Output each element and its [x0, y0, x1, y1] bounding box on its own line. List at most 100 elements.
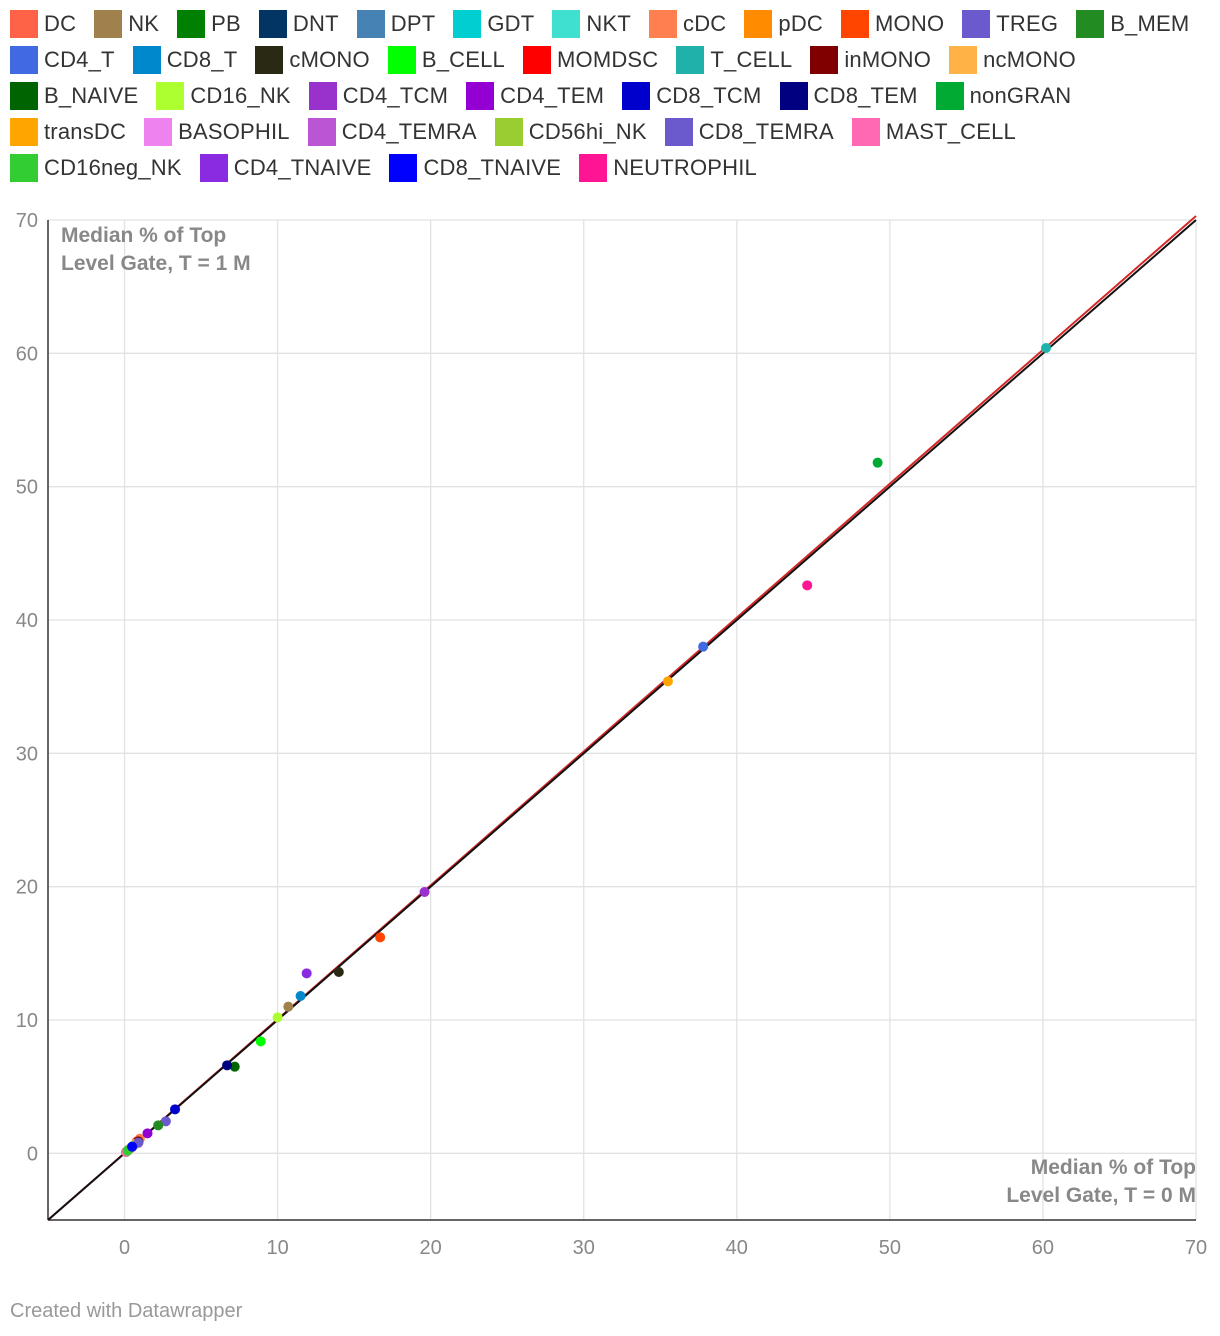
legend-swatch	[132, 46, 161, 74]
data-point-b-mem	[153, 1120, 164, 1131]
y-axis-title: Level Gate, T = 1 M	[61, 252, 251, 275]
chart-legend: DC NK PB DNT DPT GDT NKT cDC pDC MONO TREG B_MEM CD4…	[10, 10, 1215, 182]
legend-item-pb: PB	[177, 10, 241, 38]
y-tick-label: 70	[16, 210, 38, 232]
legend-swatch	[308, 82, 337, 110]
legend-swatch	[676, 46, 705, 74]
legend-swatch	[255, 46, 284, 74]
x-tick-label: 30	[573, 1237, 595, 1259]
legend-item-inmono: inMONO	[810, 46, 931, 74]
legend-swatch	[851, 118, 880, 146]
legend-label: CD8_TEM	[813, 83, 918, 108]
legend-item-b-naive: B_NAIVE	[10, 82, 138, 110]
data-point-cmono	[333, 967, 344, 977]
legend-item-dc: DC	[10, 10, 76, 38]
legend-item-cdc: cDC	[649, 10, 726, 38]
legend-label: CD4_TNAIVE	[233, 155, 372, 180]
legend-swatch	[579, 154, 608, 182]
data-point-nk	[283, 1001, 294, 1012]
legend-item-b-cell: B_CELL	[387, 46, 505, 74]
legend-swatch	[258, 10, 287, 38]
legend-swatch	[10, 10, 38, 38]
legend-item-cd8-tcm: CD8_TCM	[622, 82, 761, 110]
legend-swatch	[1076, 10, 1105, 38]
x-axis-title: Level Gate, T = 0 M	[1006, 1184, 1196, 1207]
legend-item-cd56hi-nk: CD56hi_NK	[494, 118, 647, 146]
legend-item-mast-cell: MAST_CELL	[851, 118, 1016, 146]
legend-swatch	[935, 82, 964, 110]
x-tick-label: 40	[726, 1237, 748, 1259]
data-point-cd16-nk	[272, 1012, 283, 1023]
legend-swatch	[779, 82, 808, 110]
legend-label: CD8_TEMRA	[698, 119, 834, 144]
legend-label: CD4_T	[44, 47, 115, 72]
legend-label: CD16neg_NK	[44, 155, 182, 180]
legend-item-cd8-tnaive: CD8_TNAIVE	[389, 154, 561, 182]
legend-item-cd4-tcm: CD4_TCM	[308, 82, 448, 110]
legend-item-mono: MONO	[841, 10, 944, 38]
legend-label: MONO	[875, 11, 945, 36]
legend-label: GDT	[487, 11, 535, 36]
legend-item-dpt: DPT	[356, 10, 436, 38]
y-tick-label: 0	[27, 1143, 38, 1165]
legend-swatch	[494, 118, 523, 146]
y-tick-label: 20	[16, 877, 38, 899]
x-tick-label: 70	[1185, 1237, 1207, 1259]
legend-label: DNT	[292, 11, 339, 36]
legend-label: NKT	[586, 11, 631, 36]
y-tick-label: 40	[16, 610, 38, 632]
legend-swatch	[744, 10, 773, 38]
data-point-t-cell	[1040, 343, 1051, 353]
legend-swatch	[389, 154, 418, 182]
legend-swatch	[522, 46, 551, 74]
legend-label: CD8_TCM	[656, 83, 762, 108]
legend-swatch	[622, 82, 651, 110]
data-point-cd4-tnaive	[301, 968, 312, 979]
identity-line	[47, 219, 1197, 1221]
legend-label: NK	[128, 11, 160, 36]
scatter-chart: 0 10 20 30 40 50 60 70 0 10 20 30 40 50 60 70 Median % o…	[16, 210, 1207, 1259]
legend-swatch	[387, 46, 416, 74]
legend-item-cd4-t: CD4_T	[10, 46, 115, 74]
legend-label: CD16_NK	[190, 83, 291, 108]
legend-label: CD8_T	[166, 47, 238, 72]
legend-item-dnt: DNT	[258, 10, 339, 38]
legend-swatch	[453, 10, 482, 38]
legend-label: B_CELL	[421, 47, 505, 72]
datawrapper-credit: Created with Datawrapper	[10, 1300, 243, 1322]
legend-swatch	[356, 10, 385, 38]
legend-label: B_NAIVE	[44, 83, 139, 108]
legend-label: cMONO	[289, 47, 370, 72]
data-point-cd8-tcm	[170, 1104, 181, 1115]
data-point-mono	[375, 932, 386, 943]
legend-label: BASOPHIL	[178, 119, 290, 144]
legend-item-treg: TREG	[962, 10, 1058, 38]
x-tick-label: 0	[119, 1237, 130, 1259]
legend-swatch	[94, 10, 123, 38]
legend-swatch	[177, 10, 206, 38]
x-tick-label: 20	[420, 1237, 442, 1259]
legend-label: nonGRAN	[969, 83, 1072, 108]
legend-swatch	[466, 82, 495, 110]
legend-label: CD4_TEMRA	[341, 119, 477, 144]
legend-item-cd4-tem: CD4_TEM	[466, 82, 604, 110]
data-point-cd8-t	[295, 991, 306, 1001]
legend-item-gdt: GDT	[453, 10, 534, 38]
data-point-neutrophil	[802, 580, 813, 591]
x-tick-label: 10	[266, 1237, 288, 1259]
legend-label: pDC	[778, 11, 824, 36]
y-tick-label: 50	[16, 477, 38, 499]
legend-label: PB	[211, 11, 241, 36]
legend-item-pdc: pDC	[744, 10, 823, 38]
legend-label: DPT	[390, 11, 436, 36]
data-point-b-naive	[229, 1061, 240, 1072]
legend-item-t-cell: T_CELL	[676, 46, 792, 74]
legend-label: CD4_TEM	[500, 83, 605, 108]
data-point-cd4-tcm	[419, 887, 430, 897]
legend-swatch	[949, 46, 978, 74]
legend-label: NEUTROPHIL	[613, 155, 757, 180]
legend-item-cd16neg-nk: CD16neg_NK	[10, 154, 182, 182]
legend-item-basophil: BASOPHIL	[144, 118, 290, 146]
legend-item-ncmono: ncMONO	[949, 46, 1076, 74]
legend-item-nongran: nonGRAN	[935, 82, 1072, 110]
